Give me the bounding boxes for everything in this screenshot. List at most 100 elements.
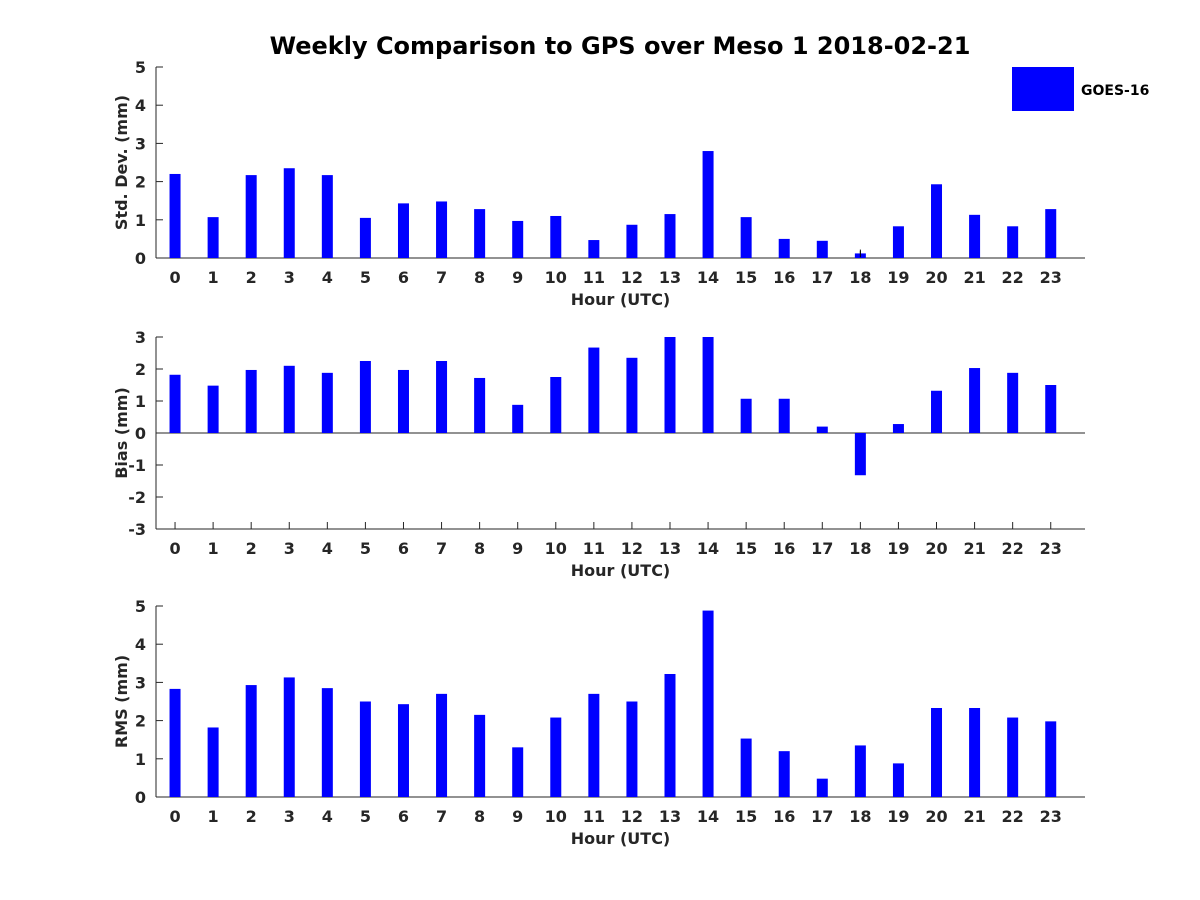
bar-20 <box>931 184 943 258</box>
x-tick-label: 0 <box>169 807 180 826</box>
bar-14 <box>702 337 714 433</box>
x-tick-label: 0 <box>169 539 180 558</box>
x-tick-label: 8 <box>474 807 485 826</box>
x-tick-label: 14 <box>697 268 719 287</box>
bar-6 <box>397 203 409 258</box>
y-tick-label: -1 <box>128 456 146 475</box>
y-tick-label: 0 <box>135 249 146 268</box>
y-tick-label: 4 <box>135 96 146 115</box>
x-tick-label: 1 <box>208 539 219 558</box>
x-tick-label: 17 <box>811 268 833 287</box>
x-axis-label: Hour (UTC) <box>571 829 671 848</box>
x-tick-label: 9 <box>512 268 523 287</box>
x-tick-label: 15 <box>735 268 757 287</box>
bar-10 <box>550 717 562 797</box>
x-axis-label: Hour (UTC) <box>571 290 671 309</box>
bar-4 <box>321 372 333 433</box>
x-tick-label: 2 <box>246 807 257 826</box>
bar-0 <box>169 173 181 258</box>
bar-6 <box>397 704 409 797</box>
x-tick-label: 13 <box>659 807 681 826</box>
x-tick-label: 20 <box>925 539 947 558</box>
x-tick-label: 10 <box>545 268 567 287</box>
bar-10 <box>550 377 562 433</box>
bar-10 <box>550 215 562 258</box>
x-tick-label: 1 <box>208 807 219 826</box>
x-tick-label: 17 <box>811 539 833 558</box>
bar-21 <box>969 368 981 433</box>
x-tick-label: 21 <box>963 268 985 287</box>
chart-title: Weekly Comparison to GPS over Meso 1 201… <box>270 32 971 60</box>
y-tick-label: 5 <box>135 58 146 77</box>
x-tick-label: 4 <box>322 807 333 826</box>
y-tick-label: -2 <box>128 488 146 507</box>
x-tick-label: 8 <box>474 539 485 558</box>
x-tick-label: 7 <box>436 539 447 558</box>
x-tick-label: 21 <box>963 807 985 826</box>
x-tick-label: 6 <box>398 268 409 287</box>
bar-0 <box>169 688 181 797</box>
y-axis-label: Std. Dev. (mm) <box>112 95 131 230</box>
bar-2 <box>245 175 257 258</box>
x-tick-label: 23 <box>1040 807 1062 826</box>
bar-5 <box>359 217 371 258</box>
y-tick-label: 2 <box>135 712 146 731</box>
x-tick-label: 3 <box>284 807 295 826</box>
y-tick-label: 4 <box>135 635 146 654</box>
bar-19 <box>892 226 904 258</box>
x-tick-label: 4 <box>322 539 333 558</box>
x-tick-label: 7 <box>436 807 447 826</box>
bar-3 <box>283 168 295 258</box>
x-tick-label: 10 <box>545 807 567 826</box>
bar-22 <box>1007 372 1019 433</box>
x-tick-label: 16 <box>773 807 795 826</box>
bar-7 <box>436 201 448 258</box>
x-tick-label: 22 <box>1002 807 1024 826</box>
bar-11 <box>588 693 600 797</box>
bar-23 <box>1045 209 1057 258</box>
y-tick-label: 1 <box>135 392 146 411</box>
bar-1 <box>207 727 219 797</box>
bar-16 <box>778 398 790 433</box>
bar-14 <box>702 151 714 258</box>
x-tick-label: 13 <box>659 268 681 287</box>
x-tick-label: 12 <box>621 268 643 287</box>
bar-14 <box>702 610 714 797</box>
bar-5 <box>359 361 371 433</box>
x-tick-label: 3 <box>284 268 295 287</box>
bar-1 <box>207 217 219 258</box>
x-tick-label: 15 <box>735 807 757 826</box>
bar-22 <box>1007 226 1019 258</box>
x-tick-label: 16 <box>773 539 795 558</box>
bar-11 <box>588 240 600 258</box>
x-tick-label: 6 <box>398 539 409 558</box>
x-tick-label: 22 <box>1002 268 1024 287</box>
x-tick-label: 2 <box>246 268 257 287</box>
x-tick-label: 16 <box>773 268 795 287</box>
x-tick-label: 5 <box>360 539 371 558</box>
bar-16 <box>778 751 790 797</box>
x-tick-label: 12 <box>621 539 643 558</box>
bar-8 <box>474 377 486 433</box>
y-tick-label: 3 <box>135 673 146 692</box>
bar-12 <box>626 357 638 433</box>
x-axis-label: Hour (UTC) <box>571 561 671 580</box>
x-tick-label: 13 <box>659 539 681 558</box>
x-tick-label: 15 <box>735 539 757 558</box>
x-tick-label: 18 <box>849 807 871 826</box>
bar-21 <box>969 707 981 797</box>
x-tick-label: 23 <box>1040 268 1062 287</box>
y-tick-label: 0 <box>135 424 146 443</box>
bar-7 <box>436 361 448 433</box>
y-axis-label: Bias (mm) <box>112 387 131 479</box>
bar-9 <box>512 747 524 797</box>
x-tick-label: 3 <box>284 539 295 558</box>
bar-12 <box>626 224 638 258</box>
bar-2 <box>245 369 257 433</box>
legend: GOES-16 <box>1012 67 1149 111</box>
